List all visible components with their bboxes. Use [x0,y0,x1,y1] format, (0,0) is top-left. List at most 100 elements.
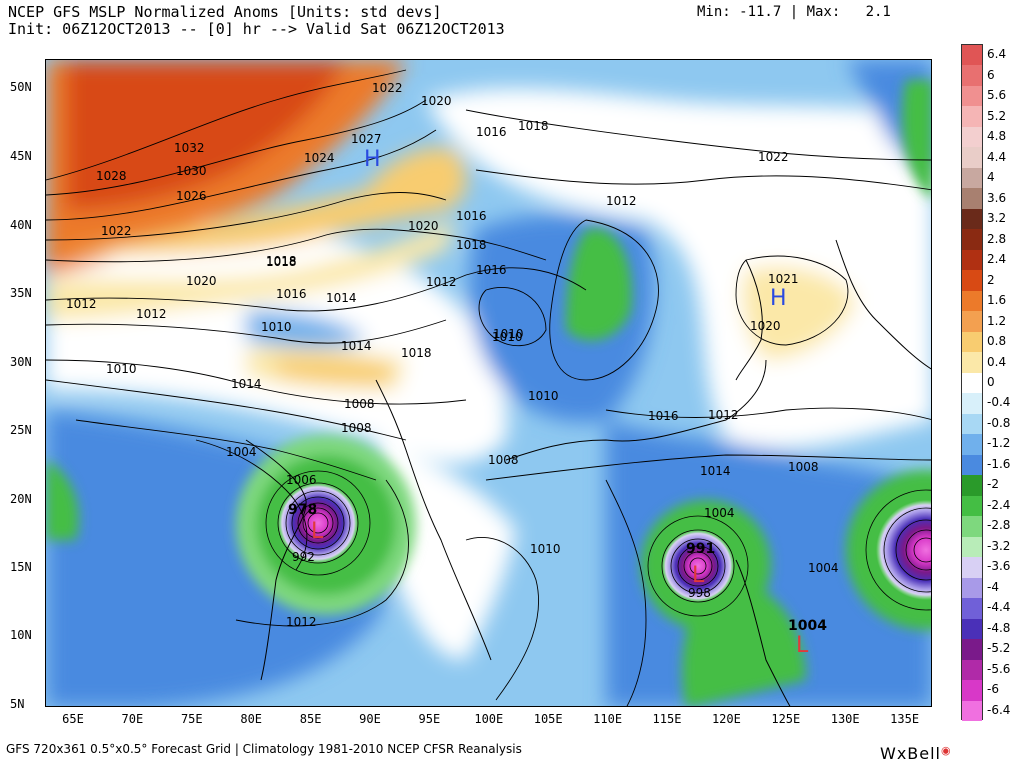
colorbar-label: 4.4 [987,149,1007,164]
colorbar-label: -6.4 [987,702,1011,717]
isobar-label: 992 [292,550,315,564]
colorbar-swatch [962,680,982,701]
isobar-label: 1022 [758,150,789,164]
isobar-label: 1016 [456,209,487,223]
isobar-label: 1030 [176,164,207,178]
colorbar-swatch [962,352,982,374]
isobar-label: 1010 [106,362,137,376]
isobar-label: 1021 [768,272,799,286]
isobar-label: 1020 [421,94,452,108]
isobar-label: 1008 [488,453,519,467]
isobar-label: 1014 [231,377,262,391]
colorbar-label: 6.4 [987,47,1007,62]
isobar-label: 1020 [186,274,217,288]
isobar-label: 1018 [266,255,297,269]
longitude-label: 90E [359,712,381,726]
isobar-label: 1016 [276,287,307,301]
colorbar-label: -0.8 [987,415,1011,430]
colorbar-swatch [962,188,982,210]
isobar-label: 1018 [266,254,297,268]
colorbar-swatch [962,639,982,661]
colorbar-swatch [962,126,982,148]
isobar-label: 1022 [101,224,132,238]
colorbar-label: -1.6 [987,456,1011,471]
brand-name: WxBell [880,744,941,763]
isobar-label: 1010 [530,542,561,556]
colorbar-swatch [962,290,982,312]
colorbar-swatch [962,475,982,497]
longitude-label: 95E [418,712,441,726]
latitude-label: 5N [10,697,25,711]
isobar-label: 1026 [176,189,207,203]
isobar-label: 1010 [528,389,559,403]
colorbar-swatch [962,208,982,230]
colorbar-label: -0.4 [987,395,1011,410]
colorbar-label: 4 [987,170,995,185]
isobar-label: 1020 [750,319,781,333]
colorbar-label: -6 [987,682,999,697]
longitude-label: 125E [771,712,801,726]
colorbar-label: 5.2 [987,108,1007,123]
isobar-label: 1012 [606,194,637,208]
isobar-label: 1010 [261,320,292,334]
isobar-label: 1014 [700,464,731,478]
longitude-label: 80E [240,712,263,726]
brand-dot-icon: ◉ [941,744,952,757]
longitude-label: 120E [711,712,741,726]
isobar-label: 1032 [174,141,205,155]
isobar-label: 1008 [788,460,819,474]
colorbar-swatch [962,598,982,620]
isobar-label: 1016 [476,125,507,139]
isobar-label: 1014 [326,291,357,305]
colorbar-label: -4 [987,579,999,594]
init-valid-line: Init: 06Z12OCT2013 -- [0] hr --> Valid S… [8,20,505,38]
low-pressure-symbol: L [692,563,705,588]
isobar-label: 1018 [518,119,549,133]
colorbar-label: 2 [987,272,995,287]
isobar-label: 1008 [344,397,375,411]
isobar-label: 1004 [808,561,839,575]
longitude-label: 130E [830,712,860,726]
colorbar-label: -3.6 [987,559,1011,574]
isobar-label: 998 [688,586,711,600]
pressure-center-label: 978 [288,502,317,518]
isobar-label: 1016 [476,263,507,277]
low-pressure-symbol: L [311,519,324,544]
isobar-label: 1012 [286,615,317,629]
colorbar-swatch [962,495,982,517]
colorbar-label: -4.4 [987,600,1011,615]
colorbar-swatch [962,618,982,640]
colorbar-label: 1.2 [987,313,1007,328]
colorbar-swatch [962,434,982,456]
longitude-label: 70E [121,712,144,726]
anomaly-map: 1022 1020 1016 1018 1027 1032 1024 1030 1028 1026… [45,59,932,707]
colorbar-swatch [962,331,982,353]
colorbar-label: 6 [987,67,995,82]
colorbar-label: -2.8 [987,518,1011,533]
isobar-label: 1004 [226,445,257,459]
colorbar [961,44,983,722]
isobar-label: 1008 [341,421,372,435]
isobar-label: 1012 [66,297,97,311]
colorbar-swatch [962,393,982,415]
colorbar-label: 4.8 [987,129,1007,144]
isobar-label: 1006 [286,473,317,487]
colorbar-label: -3.2 [987,538,1011,553]
colorbar-label: -2 [987,477,999,492]
colorbar-swatch [962,229,982,251]
colorbar-label: 0.4 [987,354,1007,369]
footer-text: GFS 720x361 0.5°x0.5° Forecast Grid | Cl… [6,742,522,756]
colorbar-swatch [962,106,982,128]
latitude-label: 50N [10,80,32,94]
colorbar-swatch [962,147,982,169]
isobar-label: 1018 [401,346,432,360]
latitude-label: 45N [10,149,32,163]
colorbar-swatch [962,85,982,107]
colorbar-label: -5.2 [987,641,1011,656]
isobar-label: 1016 [648,409,679,423]
longitude-label: 85E [299,712,322,726]
colorbar-label: 0.8 [987,334,1007,349]
latitude-label: 30N [10,355,32,369]
isobar-label: 1022 [372,81,403,95]
colorbar-label: 0 [987,375,995,389]
